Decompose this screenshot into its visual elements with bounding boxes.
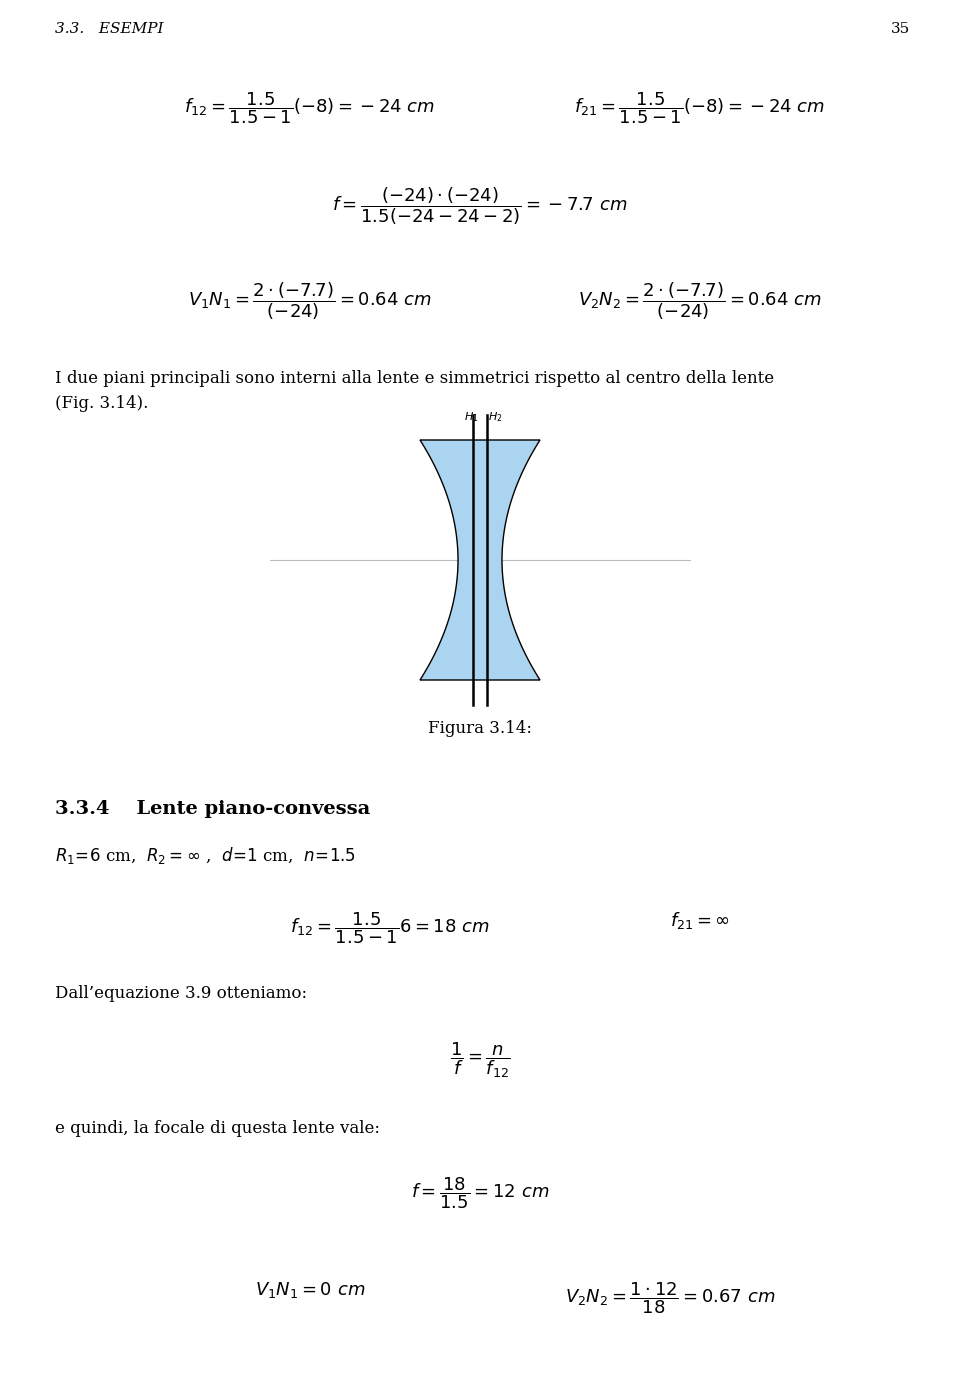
Text: $V_2N_2 = \dfrac{1\cdot12}{18} = 0.67\ \mathit{cm}$: $V_2N_2 = \dfrac{1\cdot12}{18} = 0.67\ \… (564, 1281, 776, 1316)
Text: $\dfrac{1}{f} = \dfrac{n}{f_{12}}$: $\dfrac{1}{f} = \dfrac{n}{f_{12}}$ (449, 1040, 511, 1079)
Text: Dall’equazione 3.9 otteniamo:: Dall’equazione 3.9 otteniamo: (55, 986, 307, 1002)
Polygon shape (420, 440, 540, 679)
Text: $V_1N_1 = \dfrac{2\cdot(-7.7)}{(-24)} = 0.64\ \mathit{cm}$: $V_1N_1 = \dfrac{2\cdot(-7.7)}{(-24)} = … (188, 280, 432, 322)
Text: e quindi, la focale di questa lente vale:: e quindi, la focale di questa lente vale… (55, 1120, 380, 1137)
Text: 3.3.   ESEMPI: 3.3. ESEMPI (55, 22, 163, 36)
Text: $f_{21} = \infty$: $f_{21} = \infty$ (670, 910, 730, 931)
Text: $f_{21} = \dfrac{1.5}{1.5-1}(-8) = -24\ \mathit{cm}$: $f_{21} = \dfrac{1.5}{1.5-1}(-8) = -24\ … (574, 89, 826, 126)
Text: $H_1$: $H_1$ (464, 410, 478, 424)
Text: $R_1\!=\!6$ cm,  $R_2 = \infty$ ,  $d\!=\!1$ cm,  $n\!=\!1.5$: $R_1\!=\!6$ cm, $R_2 = \infty$ , $d\!=\!… (55, 844, 356, 865)
Text: 35: 35 (891, 22, 910, 36)
Text: 3.3.4    Lente piano-convessa: 3.3.4 Lente piano-convessa (55, 800, 371, 818)
Text: $H_2$: $H_2$ (488, 410, 502, 424)
Text: $f = \dfrac{(-24)\cdot(-24)}{1.5(-24-24-2)} = -7.7\ \mathit{cm}$: $f = \dfrac{(-24)\cdot(-24)}{1.5(-24-24-… (332, 185, 628, 226)
Text: $f_{12} = \dfrac{1.5}{1.5-1}(-8) = -24\ \mathit{cm}$: $f_{12} = \dfrac{1.5}{1.5-1}(-8) = -24\ … (184, 89, 436, 126)
Text: $f_{12} = \dfrac{1.5}{1.5-1}6 = 18\ \mathit{cm}$: $f_{12} = \dfrac{1.5}{1.5-1}6 = 18\ \mat… (290, 910, 490, 945)
Text: $V_2N_2 = \dfrac{2\cdot(-7.7)}{(-24)} = 0.64\ \mathit{cm}$: $V_2N_2 = \dfrac{2\cdot(-7.7)}{(-24)} = … (578, 280, 822, 322)
Text: $f = \dfrac{18}{1.5} = 12\ \mathit{cm}$: $f = \dfrac{18}{1.5} = 12\ \mathit{cm}$ (411, 1174, 549, 1211)
Text: $V_1N_1 = 0\ \mathit{cm}$: $V_1N_1 = 0\ \mathit{cm}$ (254, 1281, 365, 1300)
Text: Figura 3.14:: Figura 3.14: (428, 720, 532, 737)
Text: I due piani principali sono interni alla lente e simmetrici rispetto al centro d: I due piani principali sono interni alla… (55, 370, 774, 387)
Text: (Fig. 3.14).: (Fig. 3.14). (55, 396, 149, 412)
